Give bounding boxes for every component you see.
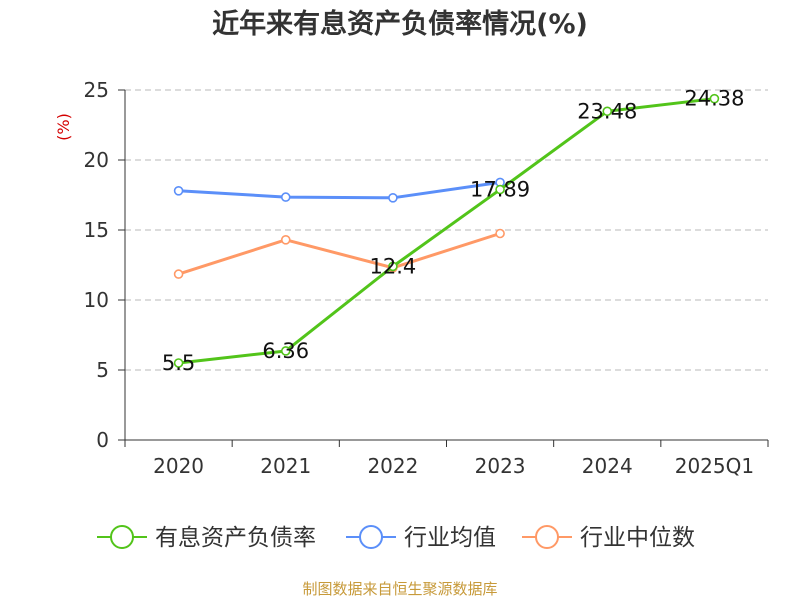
x-tick-label: 2022 bbox=[367, 454, 418, 478]
data-point bbox=[602, 106, 613, 117]
x-tick-label: 2021 bbox=[260, 454, 311, 478]
y-tick-label: 10 bbox=[84, 288, 109, 312]
series-line bbox=[178, 97, 715, 365]
data-point bbox=[388, 261, 398, 272]
y-axis-ticks: 0 5 10 15 20 25 bbox=[84, 78, 109, 452]
gridlines bbox=[125, 89, 768, 371]
series-group bbox=[173, 93, 720, 368]
data-point bbox=[173, 358, 184, 368]
source-note: 制图数据来自恒生聚源数据库 bbox=[302, 580, 497, 598]
axes bbox=[118, 89, 769, 447]
x-tick-label: 2020 bbox=[153, 454, 204, 478]
y-tick-label: 25 bbox=[84, 78, 109, 102]
x-tick-label: 2024 bbox=[582, 454, 633, 478]
chart-title: 近年来有息资产负债率情况(%) bbox=[212, 8, 588, 40]
y-tick-label: 15 bbox=[84, 218, 109, 242]
data-point bbox=[388, 193, 398, 203]
data-label: 17.89 bbox=[470, 178, 530, 202]
series-line bbox=[178, 180, 501, 200]
data-label: 5.5 bbox=[162, 351, 195, 375]
legend-marker bbox=[110, 525, 134, 549]
legend-label: 行业中位数 bbox=[580, 525, 695, 551]
y-axis-unit: (%) bbox=[54, 113, 73, 141]
x-tick-label: 2025Q1 bbox=[675, 454, 754, 478]
legend-label: 行业均值 bbox=[404, 525, 496, 551]
data-label: 24.38 bbox=[684, 87, 744, 111]
x-tick-label: 2023 bbox=[475, 454, 526, 478]
data-point bbox=[280, 235, 291, 245]
data-point bbox=[495, 184, 505, 195]
y-tick-label: 20 bbox=[84, 148, 109, 172]
legend-marker bbox=[359, 525, 383, 549]
data-labels: 5.5 6.36 12.4 17.89 23.48 24.38 bbox=[162, 87, 745, 375]
data-point bbox=[173, 186, 184, 196]
data-point bbox=[280, 192, 291, 202]
data-label: 6.36 bbox=[262, 339, 309, 363]
series-line bbox=[178, 232, 501, 276]
legend: 有息资产负债率 行业均值 行业中位数 bbox=[97, 525, 695, 551]
legend-marker bbox=[535, 525, 559, 549]
y-tick-label: 0 bbox=[96, 428, 109, 452]
data-point bbox=[280, 346, 291, 356]
y-tick-label: 5 bbox=[96, 358, 109, 382]
data-label: 12.4 bbox=[370, 254, 417, 278]
legend-label: 有息资产负债率 bbox=[155, 525, 316, 551]
data-point bbox=[709, 93, 720, 104]
x-axis-ticks: 2020 2021 2022 2023 2024 2025Q1 bbox=[153, 454, 754, 478]
data-point bbox=[173, 269, 184, 279]
data-point bbox=[495, 228, 505, 239]
data-label: 23.48 bbox=[577, 99, 637, 123]
